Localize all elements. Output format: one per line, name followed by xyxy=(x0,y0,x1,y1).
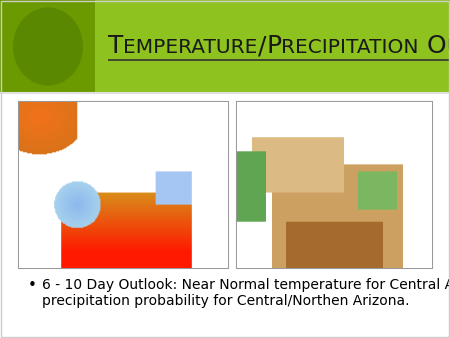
Text: EMPERATURE: EMPERATURE xyxy=(123,39,258,57)
Text: RECIPITATION: RECIPITATION xyxy=(281,39,419,57)
Text: •: • xyxy=(28,278,37,293)
Bar xyxy=(0,0,95,93)
Ellipse shape xyxy=(13,7,83,86)
Bar xyxy=(95,0,450,93)
Text: UTLOOK: UTLOOK xyxy=(446,39,450,57)
Bar xyxy=(18,101,228,268)
Text: P: P xyxy=(266,34,281,58)
Text: /: / xyxy=(258,34,266,58)
Bar xyxy=(236,101,432,268)
Text: precipitation probability for Central/Northen Arizona.: precipitation probability for Central/No… xyxy=(42,294,410,308)
Text: T: T xyxy=(108,34,123,58)
Text: O: O xyxy=(419,34,446,58)
Text: 6 - 10 Day Outlook: Near Normal temperature for Central Arizona. Below Normal: 6 - 10 Day Outlook: Near Normal temperat… xyxy=(42,278,450,292)
Bar xyxy=(0,93,450,338)
